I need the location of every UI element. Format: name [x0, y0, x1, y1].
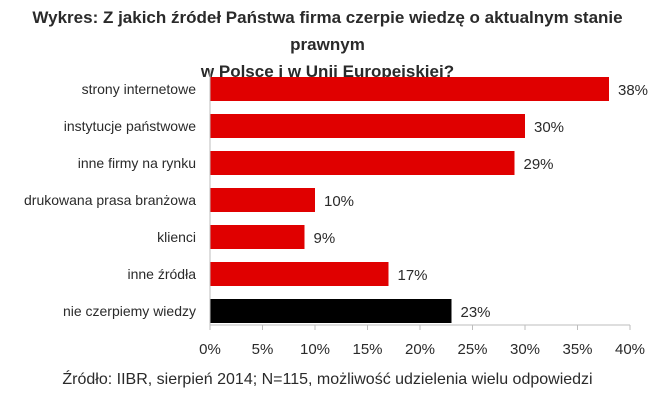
x-axis-ticks: 0% 5% 10% 15% 20% 25% 30% 35% 40%: [199, 325, 645, 358]
bar: [210, 299, 452, 323]
category-label: drukowana prasa branżowa: [24, 192, 196, 208]
category-label: inne firmy na rynku: [78, 155, 196, 171]
x-tick-label: 10%: [300, 341, 330, 358]
data-label: 17%: [398, 267, 428, 284]
chart-title-line-2: w Polsce i w Unii Europejskiej?: [200, 62, 455, 81]
category-labels: strony internetowe instytucje państwowe in…: [24, 81, 196, 319]
category-label: klienci: [157, 229, 196, 245]
value-labels: 38% 30% 29% 10% 9% 17% 23%: [314, 82, 649, 321]
x-tick-label: 20%: [405, 341, 435, 358]
data-label: 29%: [524, 156, 554, 173]
category-label: strony internetowe: [82, 81, 197, 97]
x-tick-label: 5%: [252, 341, 274, 358]
data-label: 30%: [534, 119, 564, 136]
bar: [210, 151, 515, 175]
x-tick-label: 0%: [199, 341, 221, 358]
source-note: Źródło: IIBR, sierpień 2014; N=115, możl…: [62, 371, 593, 388]
bar: [210, 77, 609, 101]
chart-title: Wykres: Z jakich źródeł Państwa firma cz…: [0, 4, 655, 85]
chart-title-line-1: Wykres: Z jakich źródeł Państwa firma cz…: [32, 8, 623, 54]
x-tick-label: 35%: [562, 341, 592, 358]
bar: [210, 262, 389, 286]
x-tick-label: 25%: [457, 341, 487, 358]
data-label: 23%: [461, 304, 491, 321]
bars: [210, 77, 609, 323]
category-label: nie czerpiemy wiedzy: [63, 303, 196, 319]
bar: [210, 114, 525, 138]
data-label: 9%: [314, 230, 336, 247]
category-label: instytucje państwowe: [64, 118, 197, 134]
x-tick-label: 15%: [352, 341, 382, 358]
bar: [210, 188, 315, 212]
category-label: inne źródła: [128, 266, 197, 282]
x-tick-label: 40%: [615, 341, 645, 358]
data-label: 38%: [618, 82, 648, 99]
x-tick-label: 30%: [510, 341, 540, 358]
bar: [210, 225, 305, 249]
data-label: 10%: [324, 193, 354, 210]
